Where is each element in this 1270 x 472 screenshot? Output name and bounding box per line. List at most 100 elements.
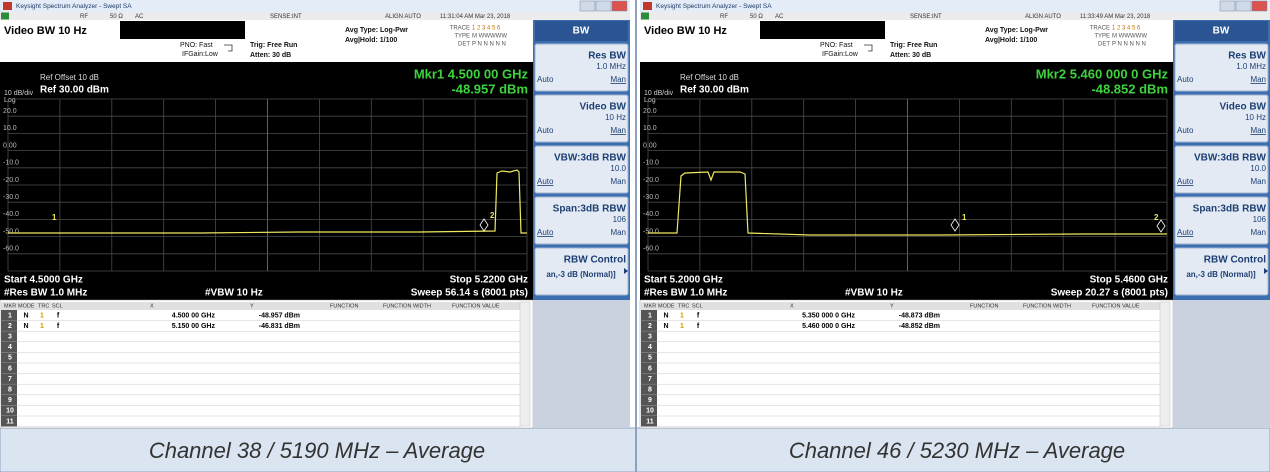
softkey-label: Video BW: [1220, 102, 1267, 113]
y-label: 20.0: [643, 108, 657, 115]
table-cell: 8: [8, 387, 12, 394]
table-cell: 1: [648, 312, 652, 319]
softkey-value: 1.0 MHz: [1236, 62, 1266, 71]
y-label: 10.0: [643, 125, 657, 132]
table-cell: f: [697, 312, 700, 319]
row-number-cell: [1, 416, 17, 427]
y-label: -30.0: [643, 194, 659, 201]
row-number-cell: [1, 394, 17, 406]
table-cell: -48.873 dBm: [899, 312, 940, 319]
softkey: [1174, 196, 1269, 245]
softkey-option[interactable]: Auto: [537, 126, 554, 135]
status-text: AC: [775, 14, 784, 20]
table-cell: 5.150 00 GHz: [172, 323, 216, 330]
setting: Avg|Hold: 1/100: [345, 37, 397, 44]
y-label: 20.0: [3, 108, 17, 115]
softkey-option[interactable]: Auto: [1177, 228, 1194, 237]
softkey-option[interactable]: Man: [1250, 75, 1266, 84]
softkey: [1174, 43, 1269, 92]
status-text: AC: [135, 14, 144, 20]
status-text: RF: [80, 14, 88, 20]
softkey-label: Span:3dB RBW: [553, 204, 627, 215]
table-cell: 1: [680, 323, 684, 330]
softkey-option[interactable]: Auto: [1177, 75, 1194, 84]
softkey: [534, 247, 629, 296]
marker-label: 2: [1154, 213, 1159, 222]
softkey-label: Res BW: [1228, 51, 1266, 62]
setting: Trig: Free Run: [250, 42, 297, 49]
sweep: Sweep 20.27 s (8001 pts): [1051, 288, 1168, 299]
y-label: -10.0: [3, 160, 19, 167]
setting: IFGain:Low: [182, 51, 219, 58]
softkey-value: 10 Hz: [605, 113, 626, 122]
y-label: -60.0: [3, 246, 19, 253]
softkey-value: 10 Hz: [1245, 113, 1266, 122]
softkey-label: RBW Control: [564, 255, 626, 266]
table-cell: 3: [8, 334, 12, 341]
header: [640, 20, 1173, 62]
title-bar: [0, 0, 630, 12]
y-label: -40.0: [3, 211, 19, 218]
status-text: 50 Ω: [750, 14, 763, 20]
status-bar: [0, 12, 630, 20]
column-header: MODE: [18, 303, 35, 309]
log-label: Log: [4, 97, 16, 104]
window-button: [611, 0, 628, 12]
column-header: Y: [890, 303, 894, 309]
table-cell: 2: [648, 323, 652, 330]
softkey-option[interactable]: Man: [1250, 228, 1266, 237]
menu-title-bar: [1175, 21, 1268, 41]
softkey-label: Span:3dB RBW: [1193, 204, 1267, 215]
column-header: Y: [250, 303, 254, 309]
ref-offset: Ref Offset 10 dB: [40, 73, 99, 82]
softkey: [1174, 145, 1269, 194]
softkey-option[interactable]: Auto: [1177, 177, 1194, 186]
status-text: 50 Ω: [110, 14, 123, 20]
scrollbar: [1159, 301, 1171, 427]
caption: Channel 46 / 5230 MHz – Average: [789, 438, 1125, 463]
marker-readout: -48.852 dBm: [1091, 81, 1168, 96]
status-text: SENSE:INT: [910, 14, 942, 20]
column-header: FUNCTION WIDTH: [1023, 303, 1071, 309]
column-header: FUNCTION VALUE: [1092, 303, 1140, 309]
table-cell: 7: [648, 376, 652, 383]
softkey-option[interactable]: Man: [1250, 177, 1266, 186]
table-cell: 5.350 000 0 GHz: [802, 312, 855, 319]
table-cell: f: [57, 312, 60, 319]
window-button: [1251, 0, 1268, 12]
table-cell: 10: [6, 408, 14, 415]
softkey-option[interactable]: Man: [610, 75, 626, 84]
row-number-cell: [641, 405, 657, 416]
softkey: [534, 196, 629, 245]
y-label: 10.0: [3, 125, 17, 132]
stop-freq: Stop 5.2200 GHz: [450, 275, 528, 286]
row-number-cell: [641, 384, 657, 395]
softkey-option[interactable]: Man: [610, 228, 626, 237]
column-header: MKR: [644, 303, 656, 309]
table-cell: N: [663, 323, 668, 330]
row-number-cell: [641, 416, 657, 427]
row-number-cell: [1, 320, 17, 332]
softkey-option[interactable]: Auto: [537, 75, 554, 84]
softkey-option[interactable]: Man: [610, 126, 626, 135]
softkey-option[interactable]: Man: [1250, 126, 1266, 135]
softkey-option[interactable]: Man: [610, 177, 626, 186]
softkey-option[interactable]: Auto: [537, 228, 554, 237]
menu-title: BW: [1213, 26, 1230, 37]
softkey-value: an,-3 dB (Normal)]: [546, 270, 616, 279]
scale: 10 dB/div: [644, 90, 674, 97]
table-cell: -48.957 dBm: [259, 312, 300, 319]
trace-info: 1 2 3 4 5 6: [1112, 26, 1141, 32]
softkey-option[interactable]: Auto: [537, 177, 554, 186]
row-number-cell: [641, 394, 657, 406]
menu-below: [533, 300, 630, 428]
trace-info: M WWWWW: [472, 34, 507, 40]
marker-diamond: [950, 218, 960, 232]
softkey-label: VBW:3dB RBW: [1194, 153, 1267, 164]
marker-readout: Mkr2 5.460 000 0 GHz: [1036, 66, 1169, 81]
table-cell: 5: [8, 355, 12, 362]
softkey-value: an,-3 dB (Normal)]: [1186, 270, 1256, 279]
status-text: ALIGN AUTO: [385, 14, 421, 20]
softkey-option[interactable]: Auto: [1177, 126, 1194, 135]
menu-title: BW: [573, 26, 590, 37]
